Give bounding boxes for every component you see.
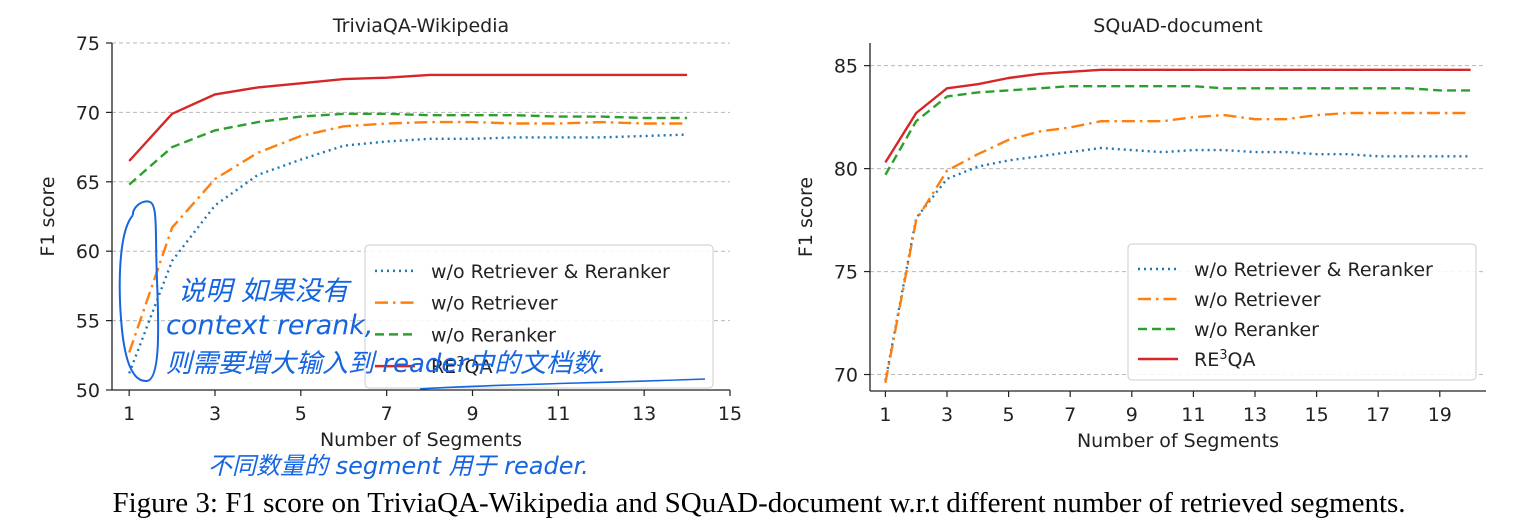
ink-underline [419, 378, 706, 390]
x-tick-label: 9 [466, 403, 478, 425]
y-tick-label: 65 [76, 172, 100, 194]
ink-circle [118, 200, 160, 383]
legend-box [1127, 243, 1477, 381]
legend-label-w-o-retriever: w/o Retriever [1194, 289, 1321, 311]
x-tick-label: 3 [941, 404, 953, 426]
x-axis-label: Number of Segments [320, 429, 522, 451]
x-tick-label: 11 [1181, 404, 1205, 426]
chart-title: TriviaQA-Wikipedia [332, 15, 509, 37]
x-tick-label: 7 [1064, 404, 1076, 426]
handwritten-annotations: 说明 如果没有 context rerank, 则需要增大输入到 reader中… [118, 200, 706, 480]
y-tick-label: 70 [76, 102, 100, 124]
y-tick-label: 85 [834, 56, 858, 78]
y-tick-label: 70 [834, 365, 858, 387]
series-line-w-o-reranker [128, 112, 688, 186]
x-tick-label: 11 [546, 403, 570, 425]
series-line-w-o-retriever [128, 120, 688, 353]
y-tick-label: 75 [76, 33, 100, 55]
legend: w/o Retriever & Reranker w/o Retriever w/o… [364, 244, 714, 389]
legend: w/o Retriever & Reranker w/o Retriever w/o… [1127, 243, 1477, 381]
series-line-w-o-retriever [884, 111, 1471, 384]
x-tick-label: 5 [1003, 404, 1015, 426]
x-tick-label: 1 [123, 403, 135, 425]
y-tick-label: 50 [76, 380, 100, 402]
chart-title: SQuAD-document [1093, 15, 1262, 37]
y-tick-label: 80 [834, 159, 858, 181]
legend-box [364, 244, 714, 389]
y-tick-label: 55 [76, 311, 100, 333]
x-tick-label: 1 [879, 404, 891, 426]
x-axis-label: Number of Segments [1077, 430, 1279, 452]
legend-label-re3qa: RE3QA [431, 355, 492, 379]
y-axis-label: F1 score [795, 177, 817, 257]
x-tick-label: 3 [209, 403, 221, 425]
y-tick-label: 75 [834, 262, 858, 284]
legend-label-w-o-retriever: w/o Retriever [431, 293, 558, 315]
x-tick-label: 15 [1305, 404, 1329, 426]
x-tick-label: 13 [632, 403, 656, 425]
y-tick-label: 60 [76, 241, 100, 263]
x-tick-label: 7 [381, 403, 393, 425]
x-tick-label: 17 [1366, 404, 1390, 426]
x-tick-label: 9 [1126, 404, 1138, 426]
x-tick-label: 5 [295, 403, 307, 425]
annotation-line-3: 则需要增大输入到 reader中的文档数. [166, 349, 606, 379]
series-line-re3qa [128, 73, 688, 162]
series-line-w-o-reranker [884, 84, 1471, 176]
annotation-line-4: 不同数量的 segment 用于 reader. [208, 452, 589, 480]
series-line-re3qa [884, 68, 1471, 164]
legend-label-w-o-reranker: w/o Reranker [1194, 319, 1319, 341]
y-axis-label: F1 score [37, 176, 59, 256]
legend-label-w-o-retriever-reranker: w/o Retriever & Reranker [1194, 259, 1433, 281]
series-line-w-o-retriever-reranker [884, 146, 1471, 381]
figure-caption: Figure 3: F1 score on TriviaQA-Wikipedia… [112, 487, 1406, 519]
legend-label-w-o-retriever-reranker: w/o Retriever & Reranker [431, 261, 670, 283]
x-tick-label: 15 [718, 403, 742, 425]
series-line-w-o-retriever-reranker [128, 133, 688, 374]
legend-label-w-o-reranker: w/o Reranker [431, 324, 556, 346]
annotation-line-2: context rerank, [166, 310, 374, 341]
legend-label-re3qa: RE3QA [1194, 348, 1255, 372]
annotation-line-1: 说明 如果没有 [178, 276, 353, 307]
x-tick-label: 19 [1428, 404, 1452, 426]
x-tick-label: 13 [1243, 404, 1267, 426]
